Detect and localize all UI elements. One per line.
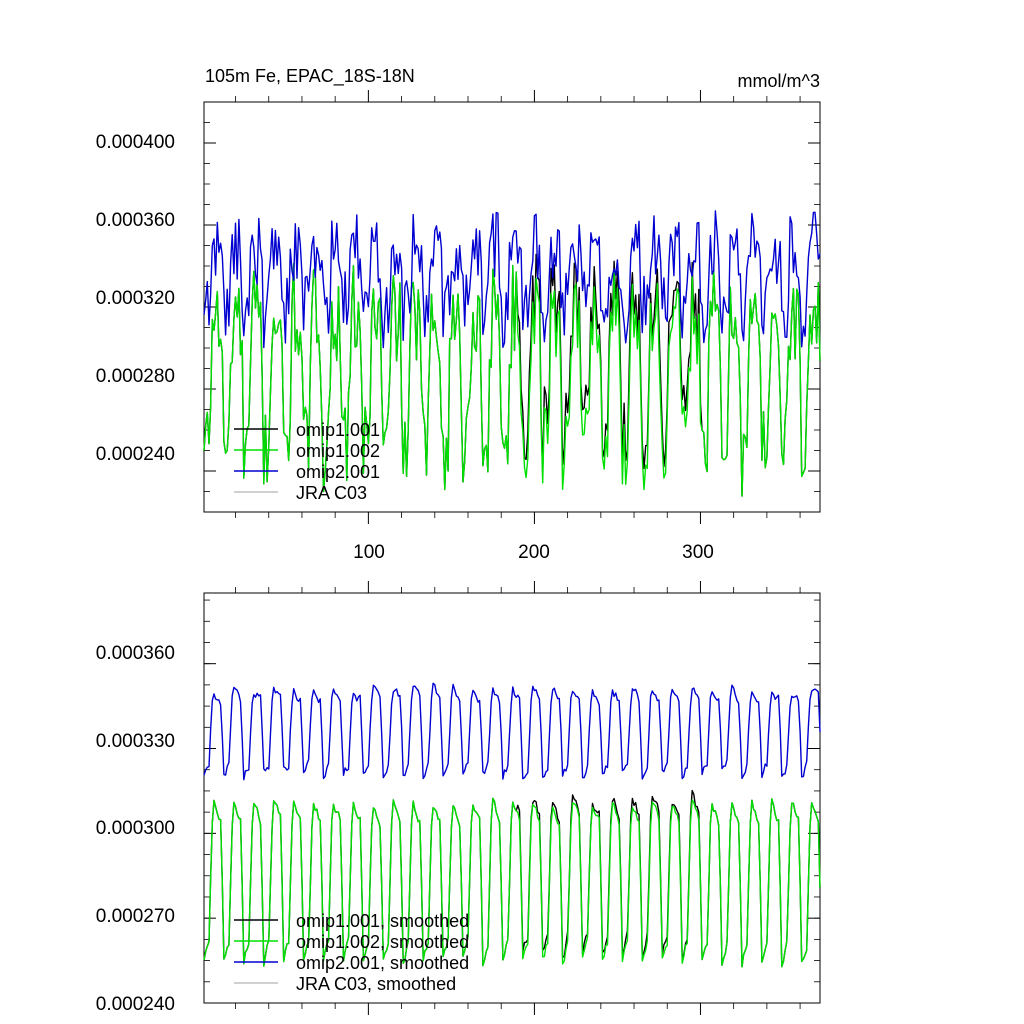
bottom-plot-area [203,581,821,1015]
bottom-legend: omip1.001, smoothed omip1.002, smoothed … [234,911,469,994]
bottom-y-tick-label: 0.000300 [96,818,175,839]
top-x-tick-label: 200 [518,542,550,563]
legend-label-jra-c03-smoothed: JRA C03, smoothed [296,974,456,994]
bottom-y-tick-label: 0.000240 [96,994,175,1015]
legend-label-omip1-001-smoothed: omip1.001, smoothed [296,911,469,931]
legend-label-omip1-001: omip1.001 [296,420,380,440]
top-plot-area [203,90,821,524]
top-y-axis: 0.000400 0.000360 0.000320 0.000280 0.00… [96,132,175,465]
top-x-tick-label: 300 [682,542,714,563]
legend-label-jra-c03: JRA C03 [296,483,367,503]
bottom-y-tick-label: 0.000360 [96,643,175,664]
legend-label-omip2-001-smoothed: omip2.001, smoothed [296,953,469,973]
legend-label-omip2-001: omip2.001 [296,462,380,482]
plot-frame [203,592,821,1004]
bottom-y-axis: 0.000360 0.000330 0.000300 0.000270 0.00… [96,643,175,1015]
top-y-tick-label: 0.000360 [96,210,175,231]
bottom-y-tick-label: 0.000270 [96,906,175,927]
top-y-tick-label: 0.000400 [96,132,175,153]
bottom-panel: 0.000360 0.000330 0.000300 0.000270 0.00… [96,581,821,1015]
legend-label-omip1-002: omip1.002 [296,441,380,461]
top-y-tick-label: 0.000280 [96,366,175,387]
top-y-tick-label: 0.000320 [96,288,175,309]
series-line-omip1-002-smoothed [203,797,821,968]
top-legend: omip1.001 omip1.002 omip2.001 JRA C03 [234,420,380,503]
series-line-omip1-002 [203,262,821,497]
bottom-y-tick-label: 0.000330 [96,731,175,752]
top-panel: 105m Fe, EPAC_18S-18N mmol/m^3 0.000400 … [96,66,821,563]
top-x-axis: 100 200 300 [353,542,714,563]
legend-label-omip1-002-smoothed: omip1.002, smoothed [296,932,469,952]
series-line-omip2-001 [203,210,821,349]
series-line-omip2-001-smoothed [203,682,821,781]
top-units: mmol/m^3 [738,71,820,91]
top-title: 105m Fe, EPAC_18S-18N [205,66,415,87]
top-y-tick-label: 0.000240 [96,444,175,465]
top-x-tick-label: 100 [353,542,385,563]
